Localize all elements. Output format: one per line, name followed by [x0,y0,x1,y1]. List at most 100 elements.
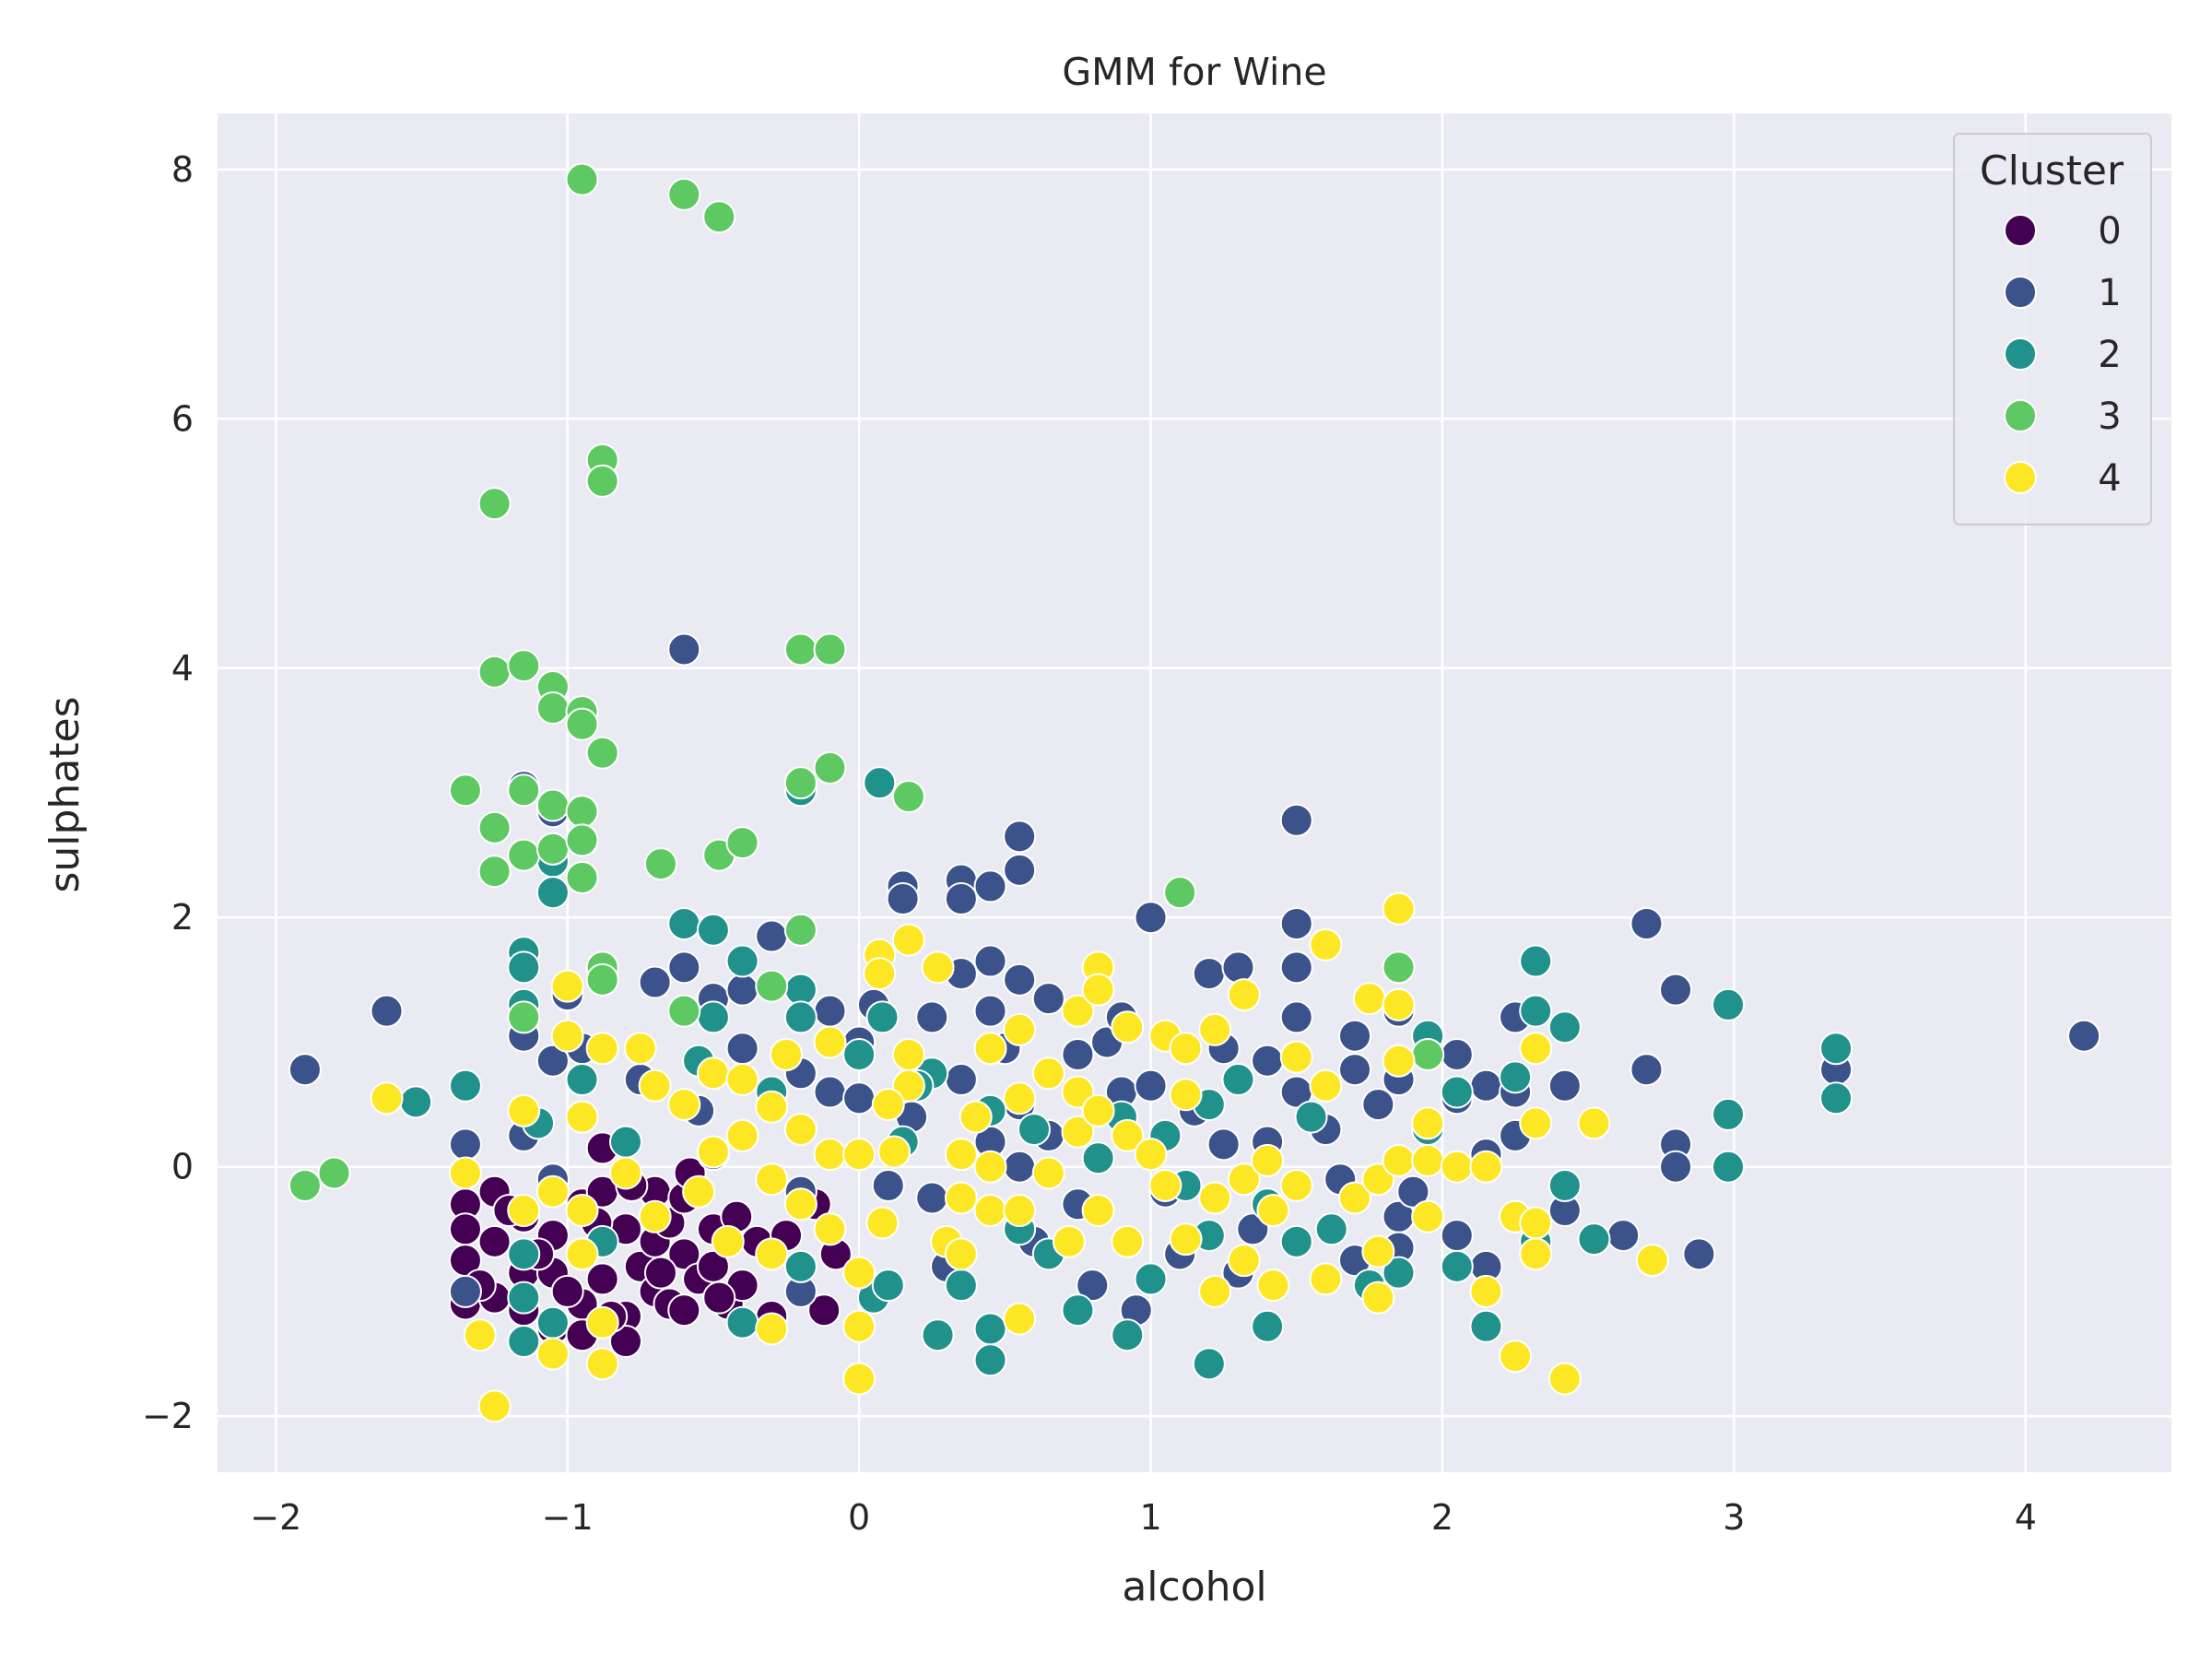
point-cluster-4 [608,1156,642,1190]
point-cluster-3 [477,810,512,844]
point-cluster-2 [1519,994,1553,1028]
point-cluster-4 [585,1032,619,1066]
point-cluster-3 [448,773,482,808]
point-cluster-4 [1169,1032,1203,1066]
point-cluster-4 [1251,1143,1285,1177]
point-cluster-1 [638,965,672,999]
point-cluster-4 [1411,1199,1445,1233]
point-cluster-4 [507,1194,541,1228]
point-cluster-2 [1819,1081,1853,1115]
point-cluster-3 [725,826,759,860]
point-cluster-4 [1081,1194,1115,1228]
point-cluster-1 [1003,1150,1037,1184]
point-cluster-0 [448,1212,482,1246]
x-tick-label: 4 [2015,1497,2037,1538]
point-cluster-3 [507,773,541,808]
point-cluster-4 [842,1138,877,1172]
point-cluster-4 [1440,1150,1474,1184]
point-cluster-4 [973,1032,1007,1066]
point-cluster-2 [507,1280,541,1315]
point-cluster-4 [1256,1269,1290,1303]
point-cluster-2 [865,1000,900,1034]
y-tick-label: 4 [171,648,194,689]
point-cluster-4 [755,1312,789,1346]
point-cluster-1 [1134,1068,1168,1103]
point-cluster-1 [1003,853,1037,887]
point-cluster-2 [1547,1168,1582,1202]
point-cluster-1 [1606,1219,1641,1253]
x-tick-label: −2 [250,1497,301,1538]
point-cluster-4 [1003,1194,1037,1228]
point-cluster-2 [842,1037,877,1071]
point-cluster-2 [973,1343,1007,1377]
point-cluster-1 [1061,1037,1095,1071]
point-cluster-4 [1227,978,1261,1012]
point-cluster-2 [973,1312,1007,1346]
point-cluster-2 [565,1063,599,1097]
point-cluster-1 [1279,803,1313,837]
point-cluster-1 [1003,962,1037,997]
point-cluster-2 [1192,1347,1226,1381]
point-cluster-0 [643,1256,677,1290]
point-cluster-3 [535,832,570,866]
point-cluster-2 [535,1305,570,1339]
point-cluster-4 [842,1309,877,1343]
point-cluster-1 [535,1044,570,1078]
point-cluster-2 [507,1325,541,1359]
y-axis-label: sulphates [41,696,88,892]
point-cluster-4 [1352,982,1386,1016]
point-cluster-3 [565,860,599,894]
point-cluster-3 [585,464,619,498]
point-cluster-1 [1338,1019,1372,1053]
point-cluster-4 [1361,1162,1395,1197]
point-cluster-4 [865,1206,900,1240]
point-cluster-4 [638,1068,672,1103]
point-cluster-2 [535,876,570,910]
point-cluster-3 [783,913,818,947]
point-cluster-4 [1061,1075,1095,1109]
point-cluster-3 [1163,876,1197,910]
point-cluster-4 [1198,1012,1232,1046]
point-cluster-4 [813,1212,847,1246]
point-cluster-4 [1382,891,1416,926]
point-cluster-1 [813,994,847,1028]
point-cluster-4 [842,1256,877,1290]
legend-label-4: 4 [2098,457,2121,500]
point-cluster-3 [477,655,512,689]
point-cluster-1 [1361,1088,1395,1122]
point-cluster-4 [1061,994,1095,1028]
point-cluster-2 [1134,1262,1168,1296]
point-cluster-2 [863,766,897,800]
point-cluster-2 [783,1000,818,1034]
point-cluster-3 [1411,1037,1445,1071]
point-cluster-2 [448,1068,482,1103]
point-cluster-4 [1338,1181,1372,1215]
point-cluster-3 [565,823,599,857]
point-cluster-4 [783,1113,818,1147]
x-tick-label: 3 [1723,1497,1745,1538]
point-cluster-4 [638,1199,672,1233]
point-cluster-3 [317,1156,351,1190]
point-cluster-4 [1309,1068,1343,1103]
point-cluster-2 [1017,1113,1051,1147]
point-cluster-4 [891,923,925,957]
point-cluster-4 [1469,1274,1503,1308]
y-tick-label: 2 [171,897,194,938]
point-cluster-3 [1382,950,1416,985]
y-tick-label: −2 [142,1396,194,1436]
point-cluster-0 [702,1280,736,1315]
point-cluster-0 [667,1293,701,1328]
point-cluster-1 [2067,1019,2101,1053]
point-cluster-4 [1052,1224,1086,1258]
point-cluster-0 [585,1262,619,1296]
point-cluster-1 [813,1075,847,1109]
point-cluster-3 [667,177,701,211]
grid-lines [218,113,2171,1472]
point-cluster-4 [770,1037,804,1071]
point-cluster-4 [550,969,584,1003]
data-points [288,162,2101,1423]
point-cluster-4 [1081,973,1115,1007]
point-cluster-3 [535,788,570,822]
legend-marker-3 [2004,399,2037,432]
